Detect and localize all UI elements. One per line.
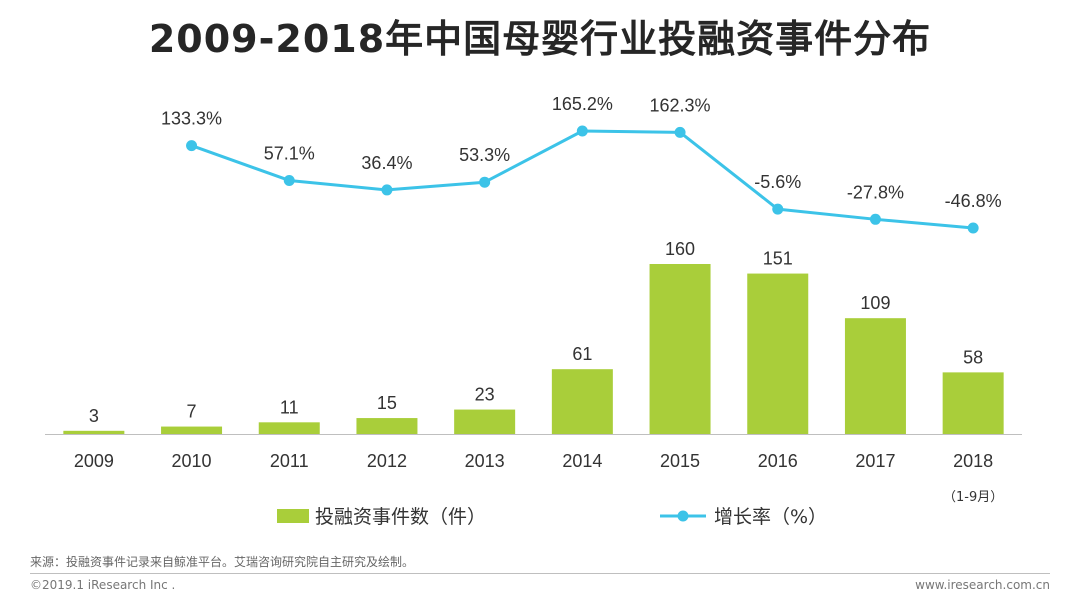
growth-label-2016: -5.6% <box>754 172 801 192</box>
bar-value-label-2016: 151 <box>763 249 793 269</box>
bar-value-label-2010: 7 <box>187 402 197 422</box>
bar-value-label-2012: 15 <box>377 393 397 413</box>
x-tick-label-2009: 2009 <box>74 451 114 471</box>
bar-value-label-2014: 61 <box>572 344 592 364</box>
source-note: 来源：投融资事件记录来自鲸准平台。艾瑞咨询研究院自主研究及绘制。 <box>30 555 415 569</box>
bar-2015 <box>649 264 711 434</box>
x-tick-label-2014: 2014 <box>562 451 602 471</box>
growth-point-2012 <box>381 184 393 196</box>
growth-point-2015 <box>674 126 686 138</box>
bar-2010 <box>161 426 223 434</box>
growth-point-2013 <box>479 176 491 188</box>
x-tick-label-2013: 2013 <box>465 451 505 471</box>
bar-2013 <box>454 409 516 434</box>
growth-label-2017: -27.8% <box>847 182 904 202</box>
x-tick-label-2011: 2011 <box>270 451 309 471</box>
growth-point-2010 <box>186 140 198 152</box>
bar-value-label-2017: 109 <box>860 293 890 313</box>
growth-label-2013: 53.3% <box>459 145 510 165</box>
bar-2009 <box>63 430 125 434</box>
growth-point-2016 <box>772 203 784 215</box>
x-tick-label-2012: 2012 <box>367 451 407 471</box>
copyright-text: ©2019.1 iResearch Inc . <box>30 578 176 592</box>
bar-2014 <box>551 369 613 434</box>
chart-title: 2009-2018年中国母婴行业投融资事件分布 <box>148 17 932 61</box>
x-tick-label-2017: 2017 <box>855 451 895 471</box>
x-tick-label-2015: 2015 <box>660 451 700 471</box>
bar-2012 <box>356 418 418 434</box>
growth-label-2018: -46.8% <box>945 191 1002 211</box>
growth-label-2014: 165.2% <box>552 94 613 114</box>
growth-point-2017 <box>869 213 881 225</box>
bar-value-label-2015: 160 <box>665 239 695 259</box>
legend-label-line: 增长率（%） <box>714 506 827 528</box>
bar-2016 <box>747 273 809 434</box>
legend-swatch-bar <box>277 509 309 523</box>
growth-point-2018 <box>967 222 979 234</box>
growth-label-2010: 133.3% <box>161 109 222 129</box>
bar-value-label-2013: 23 <box>475 385 495 405</box>
bar-2011 <box>258 422 320 434</box>
bar-value-label-2018: 58 <box>963 347 983 367</box>
growth-label-2011: 57.1% <box>264 143 315 163</box>
x-tick-note: （1-9月） <box>943 490 1003 505</box>
legend-label-bar: 投融资事件数（件） <box>315 506 486 528</box>
x-tick-label-2016: 2016 <box>758 451 798 471</box>
growth-label-2015: 162.3% <box>650 95 711 115</box>
x-tick-label-2010: 2010 <box>172 451 212 471</box>
growth-point-2011 <box>283 174 295 186</box>
bar-value-label-2009: 3 <box>89 406 99 426</box>
footer-divider <box>30 573 1050 574</box>
website-text: www.iresearch.com.cn <box>915 578 1050 592</box>
growth-label-2012: 36.4% <box>361 153 412 173</box>
bar-2017 <box>844 318 906 434</box>
legend-swatch-marker <box>677 510 689 522</box>
x-tick-label-2018: 2018 <box>953 451 993 471</box>
growth-point-2014 <box>576 125 588 137</box>
bar-2018 <box>942 372 1004 434</box>
bar-value-label-2011: 11 <box>280 397 299 417</box>
